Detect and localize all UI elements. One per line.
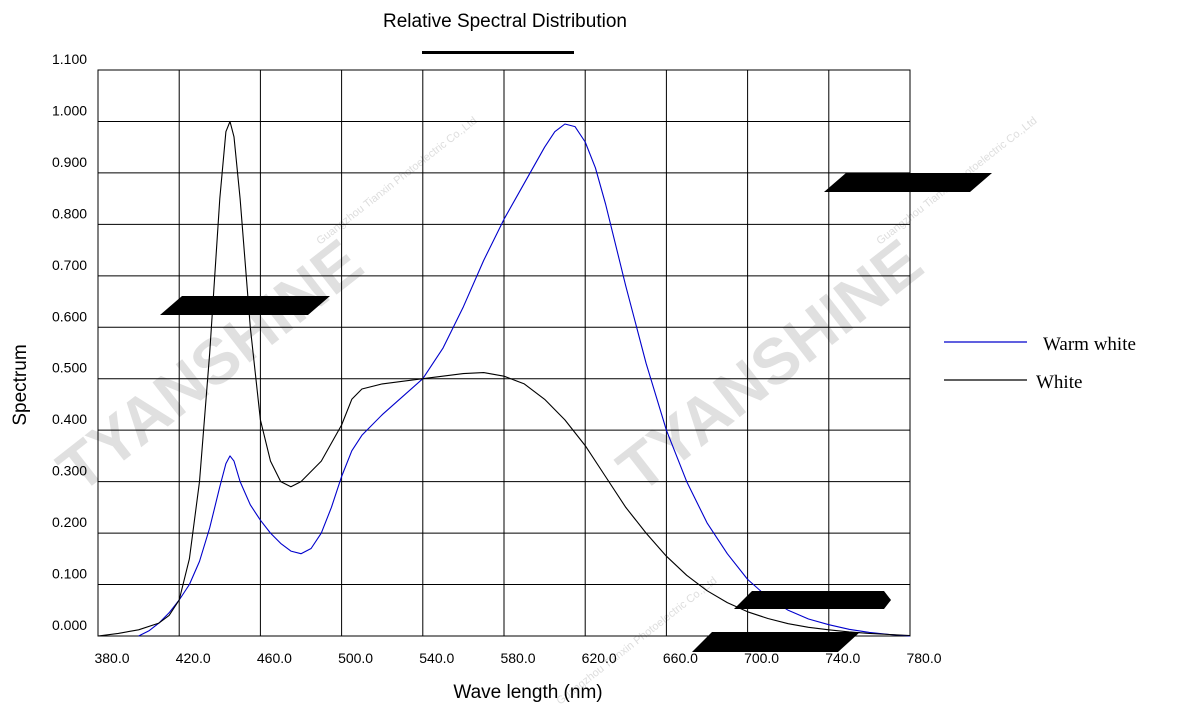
y-tick-label: 0.000 — [52, 617, 87, 633]
y-tick-label: 0.600 — [52, 308, 87, 324]
legend: Warm white White — [944, 334, 1136, 393]
y-axis-label: Spectrum — [10, 344, 31, 425]
y-tick-label: 0.800 — [52, 205, 87, 221]
redaction-bar-4 — [692, 632, 860, 652]
x-tick-label: 780.0 — [906, 650, 941, 666]
y-tick-label: 0.100 — [52, 566, 87, 582]
redactions — [160, 51, 992, 652]
redaction-bar-2 — [824, 173, 992, 192]
y-tick-label: 1.000 — [52, 102, 87, 118]
x-tick-label: 420.0 — [176, 650, 211, 666]
series-line-white — [97, 120, 911, 637]
y-tick-label: 0.500 — [52, 360, 87, 376]
legend-label: White — [1036, 372, 1082, 393]
y-tick-label: 0.300 — [52, 463, 87, 479]
x-axis-ticks: 380.0 420.0 460.0 500.0 540.0 580.0 620.0 660.0… — [94, 650, 941, 666]
watermark: TYANSHINE TYANSHINE Guangzhou Tianxin Ph… — [44, 115, 1039, 708]
redaction-bar-3 — [734, 591, 891, 609]
x-tick-label: 460.0 — [257, 650, 292, 666]
y-tick-label: 0.900 — [52, 154, 87, 170]
watermark-company-left: Guangzhou Tianxin Photoelectric Co.,Ltd — [314, 115, 479, 248]
redaction-bar-1 — [160, 296, 330, 315]
y-tick-label: 0.200 — [52, 514, 87, 530]
x-tick-label: 620.0 — [582, 650, 617, 666]
chart-title: Relative Spectral Distribution — [383, 11, 627, 32]
y-tick-label: 1.100 — [52, 51, 87, 67]
plot-frame — [97, 69, 911, 637]
watermark-brand-left: TYANSHINE — [44, 225, 375, 506]
x-tick-label: 380.0 — [94, 650, 129, 666]
legend-label: Warm white — [1043, 334, 1136, 355]
redaction-line-top — [422, 51, 574, 54]
x-axis-label: Wave length (nm) — [453, 682, 602, 703]
x-tick-label: 660.0 — [663, 650, 698, 666]
x-tick-label: 540.0 — [419, 650, 454, 666]
y-tick-label: 0.400 — [52, 411, 87, 427]
y-tick-label: 0.700 — [52, 257, 87, 273]
x-tick-label: 700.0 — [744, 650, 779, 666]
x-tick-label: 580.0 — [500, 650, 535, 666]
watermark-brand-right: TYANSHINE — [604, 225, 935, 506]
y-axis-ticks: 0.000 0.100 0.200 0.300 0.400 0.500 0.600 0.700… — [52, 51, 87, 633]
x-tick-label: 740.0 — [825, 650, 860, 666]
series-group — [97, 120, 911, 637]
x-tick-label: 500.0 — [338, 650, 373, 666]
